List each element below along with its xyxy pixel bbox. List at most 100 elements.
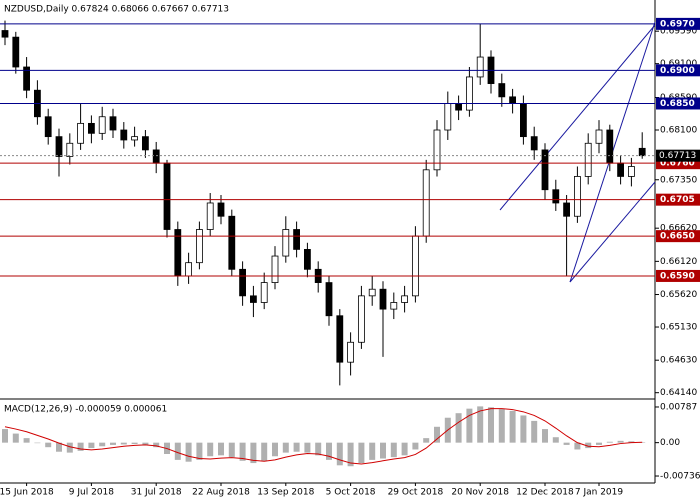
macd-bar — [466, 408, 473, 443]
candle-body — [239, 268, 247, 297]
macd-bar — [617, 440, 624, 443]
macd-bar — [66, 442, 73, 453]
macd-bar — [239, 442, 246, 461]
macd-bar — [142, 442, 149, 445]
x-tick-label: 13 Sep 2018 — [257, 488, 314, 498]
candle-body — [541, 149, 549, 191]
macd-bar — [272, 442, 278, 457]
candle-body — [476, 56, 484, 78]
y-tick-label: 0.67350 — [660, 175, 697, 185]
level-box — [656, 269, 700, 282]
y-tick-label: 0.00787 — [660, 402, 697, 412]
macd-bar — [207, 442, 214, 457]
macd-bar — [174, 442, 181, 460]
candle-body — [303, 249, 311, 270]
macd-bar — [56, 442, 62, 452]
x-tick-label: 15 Jun 2018 — [0, 488, 54, 498]
macd-bar — [326, 442, 332, 460]
y-tick-label: 0.64630 — [660, 356, 697, 366]
candle-body — [271, 255, 279, 283]
candle-body — [401, 295, 409, 303]
trend-line — [569, 181, 656, 283]
macd-bar — [596, 442, 602, 445]
candle-body — [606, 129, 614, 164]
y-tick-label: 0.66620 — [660, 224, 697, 234]
candle-body — [390, 302, 398, 310]
macd-bar — [12, 433, 19, 443]
y-tick-label: 0.69100 — [660, 59, 697, 69]
macd-bar — [434, 426, 440, 443]
y-tick-label: 0.65130 — [660, 323, 697, 333]
y-tick-label: 0.00 — [660, 438, 680, 448]
y-tick-label: 0.66120 — [660, 257, 697, 267]
signal-line — [4, 408, 643, 465]
candle-body — [379, 288, 387, 310]
macd-bar — [34, 442, 41, 444]
macd-bar — [509, 410, 516, 443]
macd-bar — [153, 442, 160, 448]
y-tick-label: 0.64140 — [660, 388, 697, 398]
level-label: 0.6590 — [660, 271, 695, 281]
macd-bar — [196, 442, 203, 460]
macd-bar — [455, 413, 462, 443]
macd-bar — [2, 429, 8, 443]
candle-body — [23, 66, 31, 91]
macd-bar — [412, 442, 419, 450]
macd-bar — [423, 438, 430, 443]
candle-body — [628, 166, 635, 177]
level-label: 0.6705 — [660, 195, 695, 205]
macd-bar — [563, 442, 570, 445]
candle-body — [120, 129, 128, 141]
candle-body — [98, 116, 106, 134]
level-box — [656, 97, 700, 110]
x-tick-label: 7 Jan 2019 — [575, 488, 623, 498]
candle-body — [617, 162, 624, 177]
macd-bar — [520, 415, 527, 443]
macd-bar — [401, 442, 408, 456]
candle-body — [66, 142, 74, 157]
candle-body — [12, 36, 20, 68]
candle-body — [465, 76, 473, 111]
x-tick-label: 22 Aug 2018 — [192, 488, 250, 498]
candle-body — [77, 122, 84, 144]
macd-bar — [282, 442, 289, 453]
candle-body — [131, 136, 139, 141]
macd-bar — [185, 442, 192, 462]
macd-bar — [390, 442, 397, 458]
x-tick-label: 20 Nov 2018 — [451, 488, 509, 498]
candle-body — [595, 129, 603, 144]
candle-body — [357, 295, 365, 343]
macd-bar — [358, 442, 365, 464]
candle-body — [260, 282, 268, 303]
level-label: 0.6760 — [660, 159, 695, 169]
candle-body — [109, 116, 117, 131]
macd-bar — [477, 406, 484, 443]
macd-bar — [531, 420, 538, 443]
candle-body — [195, 229, 203, 264]
level-label: 0.6970 — [660, 19, 695, 29]
candle-body — [152, 149, 160, 164]
candle-body — [325, 282, 333, 317]
candle-body — [509, 96, 517, 104]
macd-bar — [488, 407, 494, 443]
candle-body — [282, 229, 290, 257]
level-box — [656, 64, 700, 77]
candle-body — [44, 116, 52, 138]
candle-body — [347, 341, 355, 363]
macd-bar — [23, 438, 30, 443]
macd-bar — [228, 442, 235, 458]
candle-body — [185, 262, 193, 277]
candle-body — [584, 142, 592, 177]
level-box — [656, 193, 700, 206]
chart-title: NZDUSD,Daily 0.67824 0.68066 0.67667 0.6… — [4, 5, 229, 15]
macd-bar — [369, 442, 376, 460]
candle-body — [498, 83, 506, 98]
last-price-box — [656, 149, 700, 162]
x-tick-label: 5 Oct 2018 — [326, 488, 376, 498]
macd-bar — [336, 442, 343, 466]
x-tick-label: 12 Dec 2018 — [516, 488, 574, 498]
macd-bar — [380, 442, 386, 459]
x-tick-label: 31 Jul 2018 — [131, 488, 182, 498]
x-tick-label: 29 Oct 2018 — [388, 488, 444, 498]
